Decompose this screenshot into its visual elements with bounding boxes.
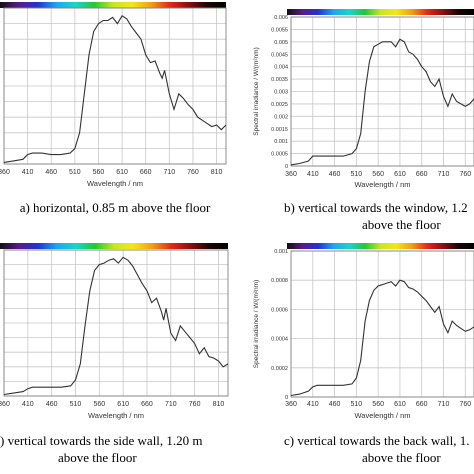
caption-c-side-wall: ) vertical towards the side wall, 1.20 m… bbox=[0, 432, 232, 466]
x-axis-label: Wavelength / nm bbox=[355, 180, 411, 189]
spectrum-bar bbox=[0, 2, 226, 8]
x-tick-label: 510 bbox=[351, 401, 363, 408]
y-tick-label: 0.003 bbox=[274, 90, 288, 96]
x-tick-label: 710 bbox=[165, 401, 177, 408]
caption-c-back-line-1: c) vertical towards the back wall, 1. bbox=[284, 433, 470, 448]
x-tick-label: 760 bbox=[459, 171, 471, 178]
x-tick-label: 360 bbox=[0, 401, 10, 408]
series-line bbox=[290, 279, 474, 397]
x-axis-label: Wavelength / nm bbox=[88, 411, 144, 420]
x-tick-label: 660 bbox=[140, 169, 152, 176]
x-tick-label: 610 bbox=[394, 171, 406, 178]
caption-a: a) horizontal, 0.85 m above the floor bbox=[0, 199, 230, 216]
plot-frame bbox=[290, 16, 474, 167]
x-tick-label: 410 bbox=[22, 169, 34, 176]
spectrum-bar bbox=[287, 9, 474, 15]
x-tick-label: 460 bbox=[329, 171, 341, 178]
y-tick-label: 0.0004 bbox=[271, 337, 288, 343]
x-tick-label: 760 bbox=[189, 401, 201, 408]
x-tick-label: 660 bbox=[141, 401, 153, 408]
x-tick-label: 360 bbox=[285, 401, 297, 408]
y-tick-label: 0.006 bbox=[274, 15, 288, 21]
x-tick-label: 810 bbox=[213, 401, 225, 408]
x-axis-label: Wavelength / nm bbox=[355, 411, 411, 420]
y-tick-label: 0.0035 bbox=[271, 77, 288, 83]
x-tick-label: 660 bbox=[416, 401, 428, 408]
y-axis-label: Spectral irradiance / W/(m²nm) bbox=[253, 47, 260, 136]
x-tick-label: 760 bbox=[187, 169, 199, 176]
y-tick-label: 0 bbox=[285, 164, 288, 170]
y-tick-label: 0.004 bbox=[274, 65, 288, 71]
caption-b-line-1: b) vertical towards the window, 1.2 bbox=[284, 200, 468, 215]
x-tick-label: 660 bbox=[416, 171, 428, 178]
caption-a-line-1: a) horizontal, 0.85 m above the floor bbox=[19, 200, 211, 215]
x-tick-label: 560 bbox=[93, 169, 105, 176]
x-axis-label: Wavelength / nm bbox=[87, 179, 143, 188]
x-tick-label: 610 bbox=[116, 169, 128, 176]
x-tick-label: 510 bbox=[69, 169, 81, 176]
x-tick-label: 410 bbox=[307, 171, 319, 178]
series-line bbox=[3, 15, 227, 163]
series-line bbox=[290, 38, 474, 166]
x-tick-label: 610 bbox=[117, 401, 129, 408]
x-tick-label: 560 bbox=[93, 401, 105, 408]
caption-b-line-2: above the floor bbox=[362, 217, 441, 232]
x-tick-label: 360 bbox=[285, 171, 297, 178]
x-tick-label: 510 bbox=[351, 171, 363, 178]
spectrum-bar bbox=[0, 243, 228, 249]
chart-panel-a: 360 410 460 510 560 610 660 710 760 810 Wavelength… bbox=[0, 2, 227, 188]
caption-c-back-wall: c) vertical towards the back wall, 1. ab… bbox=[262, 432, 474, 466]
x-tick-label: 810 bbox=[211, 169, 223, 176]
x-tick-label: 510 bbox=[70, 401, 82, 408]
x-tick-label: 460 bbox=[46, 401, 58, 408]
x-tick-label: 410 bbox=[307, 401, 319, 408]
spectrum-bar bbox=[287, 243, 474, 249]
caption-c-side-line-1: ) vertical towards the side wall, 1.20 m bbox=[0, 433, 203, 448]
y-tick-label: 0.0015 bbox=[271, 127, 288, 133]
y-tick-label: 0.0025 bbox=[271, 102, 288, 108]
y-tick-label: 0.0055 bbox=[271, 27, 288, 33]
x-tick-label: 610 bbox=[394, 401, 406, 408]
caption-c-back-line-2: above the floor bbox=[362, 450, 441, 465]
x-tick-label: 360 bbox=[0, 169, 10, 176]
caption-b: b) vertical towards the window, 1.2 abov… bbox=[262, 199, 474, 233]
y-tick-label: 0.0006 bbox=[271, 307, 288, 313]
plot-frame bbox=[3, 249, 229, 397]
chart-panel-c-back-wall: 360 410 460 510 560 610 660 710 760 0 0.0002 0.0004… bbox=[253, 243, 474, 420]
x-tick-label: 560 bbox=[372, 171, 384, 178]
series-line bbox=[3, 256, 229, 396]
y-axis-label: Spectral irradiance / W/(m²nm) bbox=[253, 280, 260, 369]
caption-c-side-line-2: above the floor bbox=[58, 450, 137, 465]
x-tick-label: 460 bbox=[329, 401, 341, 408]
x-tick-label: 710 bbox=[438, 171, 450, 178]
y-tick-label: 0.0008 bbox=[271, 278, 288, 284]
plot-frame bbox=[3, 7, 227, 165]
x-tick-label: 710 bbox=[163, 169, 175, 176]
x-tick-label: 710 bbox=[438, 401, 450, 408]
y-tick-label: 0.0002 bbox=[271, 366, 288, 372]
x-tick-label: 760 bbox=[459, 401, 471, 408]
x-tick-label: 460 bbox=[45, 169, 57, 176]
chart-panel-c-side-wall: 360 410 460 510 560 610 660 710 760 810 Wavelength… bbox=[0, 243, 229, 420]
plot-frame bbox=[290, 250, 474, 398]
y-tick-label: 0.001 bbox=[274, 249, 288, 255]
y-tick-label: 0.0045 bbox=[271, 52, 288, 58]
y-tick-label: 0.0005 bbox=[271, 152, 288, 158]
y-tick-label: 0 bbox=[285, 395, 288, 401]
x-tick-label: 560 bbox=[372, 401, 384, 408]
x-tick-label: 410 bbox=[22, 401, 34, 408]
y-tick-label: 0.005 bbox=[274, 40, 288, 46]
y-tick-label: 0.001 bbox=[274, 139, 288, 145]
y-tick-label: 0.002 bbox=[274, 114, 288, 120]
chart-panel-b: 360 410 460 510 560 610 660 710 760 0 0.0005 0.001 0… bbox=[253, 9, 474, 189]
